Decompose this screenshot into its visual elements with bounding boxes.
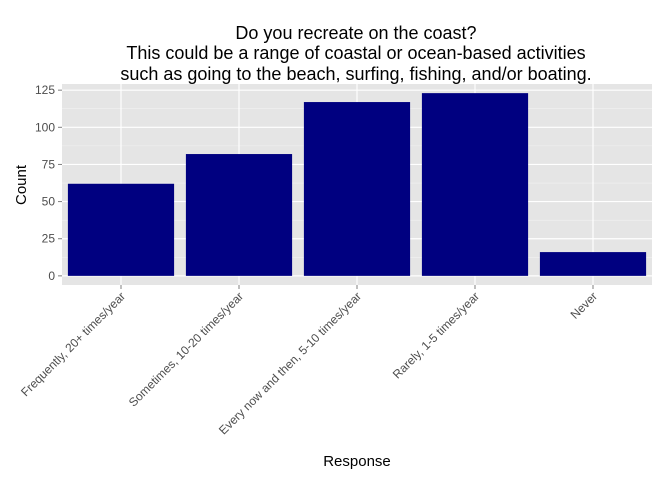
y-tick-label: 75 [42,157,56,171]
bar [185,154,293,276]
y-tick-label: 0 [48,269,55,283]
x-tick-label: Never [568,289,601,322]
y-axis: 0 25 50 75 100 125 [35,83,62,283]
x-tick-label: Rarely, 1-5 times/year [390,289,482,381]
y-tick-label: 125 [35,83,55,97]
y-axis-title: Count [13,164,30,205]
chart-title: Do you recreate on the coast? This could… [120,23,591,84]
chart-title-line-1: Do you recreate on the coast? [235,23,476,43]
bar [303,102,411,276]
chart-title-line-3: such as going to the beach, surfing, fis… [120,64,591,84]
x-tick-label: Every now and then, 5-10 times/year [216,289,364,437]
bar [539,252,647,276]
bar-series [67,93,647,276]
bar [421,93,529,276]
x-axis-title: Response [323,453,391,470]
bar [67,183,175,276]
x-tick-label: Frequently, 20+ times/year [18,289,128,399]
y-tick-label: 25 [42,232,56,246]
chart-title-line-2: This could be a range of coastal or ocea… [126,43,585,63]
y-tick-label: 50 [42,195,56,209]
y-tick-label: 100 [35,120,55,134]
x-tick-label: Sometimes, 10-20 times/year [126,289,246,409]
